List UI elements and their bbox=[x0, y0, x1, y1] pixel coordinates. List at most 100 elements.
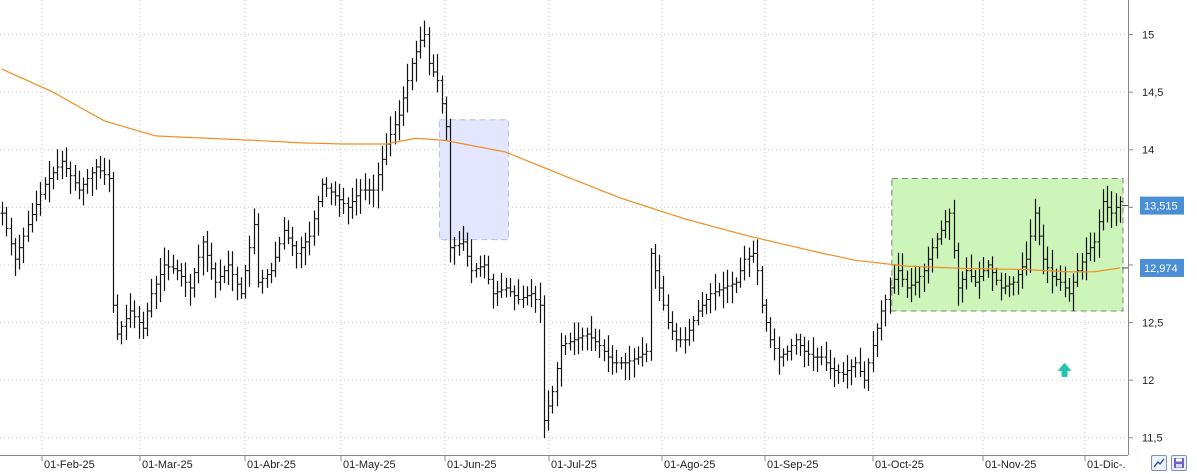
price-indicator-badge: 13,515 bbox=[1122, 196, 1184, 215]
price-bar bbox=[691, 316, 696, 342]
price-bar bbox=[324, 177, 329, 197]
price-bar bbox=[209, 242, 214, 280]
price-bar bbox=[1080, 253, 1085, 280]
price-bar bbox=[273, 241, 278, 278]
save-disk-icon[interactable] bbox=[1171, 455, 1187, 471]
price-bar bbox=[606, 335, 611, 372]
price-bar bbox=[568, 332, 573, 351]
price-bar bbox=[98, 155, 103, 179]
price-bar bbox=[973, 269, 978, 287]
price-bar bbox=[252, 208, 257, 255]
price-bar bbox=[738, 257, 743, 288]
price-bar bbox=[504, 277, 509, 298]
price-bar bbox=[871, 330, 876, 372]
price-bar bbox=[755, 239, 760, 286]
price-bar bbox=[1067, 278, 1072, 302]
price-bar bbox=[405, 63, 410, 113]
price-bar bbox=[990, 256, 995, 292]
price-bar bbox=[546, 390, 551, 431]
price-bar bbox=[145, 302, 150, 337]
price-bar bbox=[299, 236, 304, 269]
price-bar bbox=[597, 329, 602, 359]
price-bar bbox=[559, 332, 564, 387]
price-bar bbox=[649, 248, 654, 361]
price-bar bbox=[73, 164, 78, 191]
price-bar bbox=[51, 166, 56, 190]
price-bar bbox=[730, 271, 735, 304]
blue-zone bbox=[439, 119, 510, 241]
price-bar bbox=[1007, 276, 1012, 298]
price-bar bbox=[303, 232, 308, 266]
price-bar bbox=[1092, 232, 1097, 262]
price-bar bbox=[60, 150, 65, 180]
price-bar bbox=[64, 147, 69, 177]
price-bar bbox=[401, 86, 406, 126]
price-bar bbox=[1033, 198, 1038, 241]
price-bar bbox=[1058, 265, 1063, 291]
price-bar bbox=[678, 327, 683, 348]
price-bar bbox=[154, 275, 159, 309]
price-bar bbox=[862, 361, 867, 389]
price-bar bbox=[849, 359, 854, 386]
green-range bbox=[891, 178, 1124, 312]
price-bar bbox=[427, 27, 432, 76]
price-bar bbox=[1088, 232, 1093, 261]
price-bar bbox=[917, 266, 922, 298]
price-bar bbox=[384, 133, 389, 165]
price-bar bbox=[614, 349, 619, 373]
price-bar bbox=[192, 267, 197, 298]
price-bar bbox=[307, 221, 312, 256]
y-tick-label: 12,5 bbox=[1142, 318, 1163, 330]
price-bar bbox=[461, 225, 466, 251]
price-bar bbox=[713, 273, 718, 311]
y-tick-label: 12 bbox=[1142, 375, 1154, 387]
price-bar bbox=[926, 246, 931, 284]
price-bar bbox=[196, 244, 201, 284]
price-bar bbox=[999, 272, 1004, 301]
price-bar bbox=[431, 54, 436, 77]
price-bar bbox=[47, 160, 52, 203]
price-bar bbox=[171, 254, 176, 274]
price-bar bbox=[81, 177, 86, 206]
price-bar bbox=[747, 247, 752, 277]
price-bar bbox=[794, 333, 799, 355]
price-bar bbox=[102, 157, 107, 185]
price-bar bbox=[491, 273, 496, 309]
price-bar bbox=[1037, 206, 1042, 246]
price-bar bbox=[495, 280, 500, 306]
price-bar bbox=[201, 236, 206, 276]
price-bar bbox=[772, 328, 777, 361]
price-bar bbox=[388, 116, 393, 157]
chart-grid bbox=[0, 0, 1128, 455]
price-bar bbox=[9, 217, 14, 256]
price-bar bbox=[341, 187, 346, 214]
price-bar bbox=[213, 262, 218, 298]
price-bar bbox=[708, 283, 713, 314]
price-bar bbox=[580, 327, 585, 351]
price-bar bbox=[512, 285, 517, 311]
price-bar bbox=[1118, 196, 1123, 223]
price-bar bbox=[879, 300, 884, 341]
up-arrow-icon bbox=[1057, 362, 1072, 377]
price-bar bbox=[286, 220, 291, 245]
price-bar bbox=[21, 227, 26, 264]
price-bar bbox=[132, 300, 137, 329]
price-bar bbox=[939, 220, 944, 245]
price-bar bbox=[704, 293, 709, 315]
price-bar bbox=[977, 261, 982, 299]
price-bar bbox=[888, 277, 893, 314]
price-bar bbox=[414, 40, 419, 82]
price-bar bbox=[1075, 252, 1080, 287]
price-bar bbox=[640, 337, 645, 367]
zoom-chart-icon[interactable] bbox=[1151, 455, 1167, 471]
price-bar bbox=[909, 267, 914, 303]
price-bar bbox=[128, 293, 133, 328]
price-bar bbox=[247, 235, 252, 287]
price-bar bbox=[124, 304, 129, 340]
price-bar bbox=[619, 357, 624, 370]
price-bar bbox=[269, 262, 274, 284]
price-bar bbox=[265, 269, 270, 288]
price-bar bbox=[1016, 269, 1021, 295]
price-bar bbox=[222, 265, 227, 284]
